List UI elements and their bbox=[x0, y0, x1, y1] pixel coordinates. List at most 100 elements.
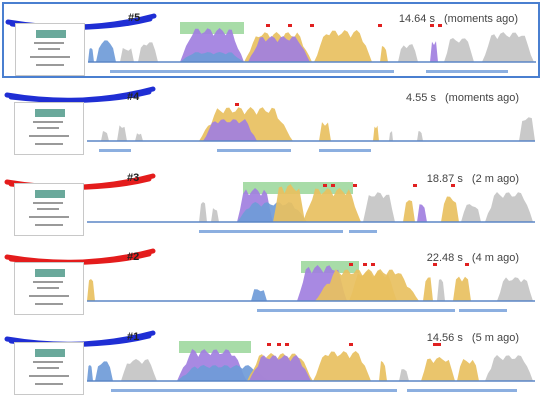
event-marker bbox=[349, 343, 353, 346]
redaction-scribble bbox=[4, 86, 156, 103]
thumbnail-line bbox=[33, 281, 63, 283]
recording-duration: 18.87 s bbox=[426, 173, 463, 185]
activity-area bbox=[248, 36, 310, 62]
activity-area bbox=[349, 271, 397, 301]
thumbnail-line bbox=[35, 303, 63, 305]
activity-area bbox=[138, 42, 158, 62]
recording-duration: 4.55 s bbox=[405, 92, 436, 104]
activity-area bbox=[461, 204, 481, 222]
activity-area bbox=[88, 48, 94, 62]
event-marker bbox=[363, 263, 367, 266]
activity-area bbox=[101, 131, 109, 141]
activity-timeline bbox=[87, 261, 535, 312]
network-bar bbox=[257, 309, 455, 312]
activity-area bbox=[519, 117, 535, 141]
thumbnail-line bbox=[29, 295, 69, 297]
thumbnail-banner bbox=[35, 349, 65, 357]
network-bar bbox=[199, 230, 343, 233]
event-marker bbox=[371, 263, 375, 266]
event-marker bbox=[285, 343, 289, 346]
activity-area bbox=[117, 125, 127, 141]
thumbnail-banner bbox=[35, 190, 65, 198]
event-marker bbox=[277, 343, 281, 346]
event-marker bbox=[433, 263, 437, 266]
recording-3[interactable]: #3 18.87 s (2 m ago) bbox=[2, 163, 540, 239]
activity-area bbox=[403, 200, 415, 222]
activity-area bbox=[87, 279, 95, 301]
activity-area bbox=[203, 119, 257, 141]
network-bar bbox=[349, 230, 377, 233]
recording-4[interactable]: #4 4.55 s (moments ago) bbox=[2, 82, 540, 158]
recording-number: #1 bbox=[127, 331, 140, 343]
thumbnail-line bbox=[34, 42, 64, 44]
recording-age: (2 m ago) bbox=[471, 173, 519, 185]
activity-area bbox=[180, 52, 244, 62]
event-marker bbox=[235, 103, 239, 106]
activity-area bbox=[303, 188, 361, 222]
event-marker bbox=[465, 263, 469, 266]
recording-meta: 22.48 s (4 m ago) bbox=[427, 252, 519, 264]
recording-meta: 14.64 s (moments ago) bbox=[399, 13, 518, 25]
thumbnail-banner bbox=[35, 269, 65, 277]
scribble-stroke bbox=[4, 86, 156, 103]
network-bar bbox=[217, 149, 291, 152]
activity-area bbox=[379, 361, 387, 381]
recording-number: #4 bbox=[127, 91, 140, 103]
activity-area bbox=[135, 133, 143, 141]
event-marker bbox=[267, 343, 271, 346]
event-marker bbox=[353, 184, 357, 187]
recording-meta: 4.55 s (moments ago) bbox=[406, 92, 519, 104]
activity-area bbox=[444, 38, 474, 62]
event-marker bbox=[438, 24, 442, 27]
event-marker bbox=[378, 24, 382, 27]
activity-area bbox=[363, 192, 395, 222]
activity-area bbox=[430, 41, 438, 62]
activity-timeline bbox=[87, 341, 535, 392]
activity-area bbox=[120, 48, 134, 62]
recording-2[interactable]: #2 22.48 s (4 m ago) bbox=[2, 242, 540, 318]
activity-area bbox=[177, 365, 269, 381]
thumbnail-line bbox=[37, 208, 59, 210]
network-bar bbox=[459, 309, 507, 312]
page-thumbnail bbox=[15, 23, 85, 76]
activity-timeline bbox=[88, 22, 536, 73]
activity-area bbox=[313, 351, 371, 381]
activity-timeline bbox=[87, 103, 535, 152]
activity-area bbox=[319, 122, 331, 141]
recording-age: (5 m ago) bbox=[471, 332, 519, 344]
activity-area bbox=[251, 289, 267, 301]
activity-area bbox=[398, 44, 418, 62]
activity-area bbox=[87, 365, 93, 381]
thumbnail-line bbox=[37, 367, 59, 369]
activity-area bbox=[441, 196, 459, 222]
network-bar bbox=[319, 149, 371, 152]
activity-area bbox=[96, 40, 116, 62]
activity-area bbox=[389, 131, 393, 141]
recording-meta: 14.56 s (5 m ago) bbox=[427, 332, 519, 344]
page-thumbnail bbox=[14, 102, 84, 155]
activity-area bbox=[314, 30, 372, 62]
recording-1[interactable]: #1 14.56 s (5 m ago) bbox=[2, 322, 540, 398]
page-thumbnail bbox=[14, 342, 84, 395]
activity-area bbox=[417, 204, 427, 222]
recording-meta: 18.87 s (2 m ago) bbox=[427, 173, 519, 185]
thumbnail-line bbox=[33, 121, 63, 123]
activity-area bbox=[437, 279, 445, 301]
thumbnail-line bbox=[29, 375, 69, 377]
event-marker bbox=[430, 24, 434, 27]
page-thumbnail bbox=[14, 183, 84, 236]
recording-5[interactable]: #5 14.64 s (moments ago) bbox=[2, 2, 540, 78]
event-marker bbox=[323, 184, 327, 187]
activity-area bbox=[273, 184, 305, 222]
thumbnail-line bbox=[35, 224, 63, 226]
recording-number: #3 bbox=[127, 172, 140, 184]
activity-timeline bbox=[87, 182, 535, 233]
thumbnail-line bbox=[33, 361, 63, 363]
activity-area bbox=[399, 369, 409, 381]
thumbnail-line bbox=[29, 135, 69, 137]
activity-area bbox=[485, 192, 533, 222]
activity-area bbox=[421, 357, 455, 381]
network-bar bbox=[110, 70, 394, 73]
recording-age: (moments ago) bbox=[444, 13, 518, 25]
